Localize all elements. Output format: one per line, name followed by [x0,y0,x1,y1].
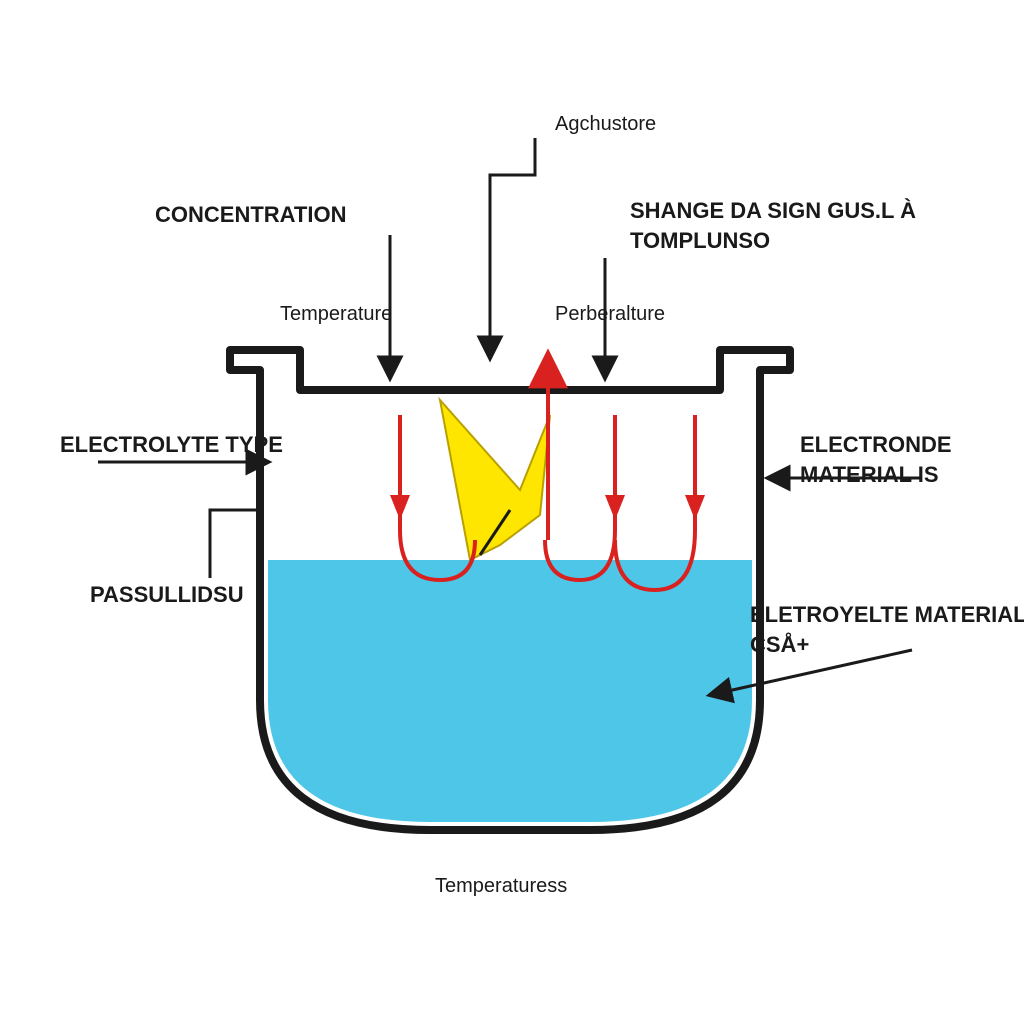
vessel-diagram: CONCENTRATION Agchustore SHANGE DA SIGN … [0,0,1024,1024]
label-temperature: Temperature [280,303,392,325]
lead-passullidsu [210,510,260,578]
label-shange-l1: SHANGE DA SIGN GUS.L À [630,198,916,223]
label-eletroyelte-l1: ELETROYELTE MATERIAL [750,602,1024,627]
label-eletroyelte-l2: CSÅ+ [750,631,809,657]
label-temperaturess: Temperaturess [435,875,567,897]
label-concentration: CONCENTRATION [155,202,346,227]
lead-agchustore [490,138,535,358]
label-electrolyte-type: ELECTROLYTE TYPE [60,432,283,457]
label-electronde-l2: MATERIAL IS [800,462,939,487]
label-perberalture: Perberalture [555,303,665,325]
flame-shape [440,400,550,560]
label-passullidsu: PASSULLIDSU [90,582,244,607]
convection-loop-2 [545,415,615,580]
label-electronde-l1: ELECTRONDE [800,432,952,457]
label-agchustore: Agchustore [555,113,656,135]
liquid-fill [268,560,752,822]
label-shange-l2: TOMPLUNSO [630,228,770,253]
